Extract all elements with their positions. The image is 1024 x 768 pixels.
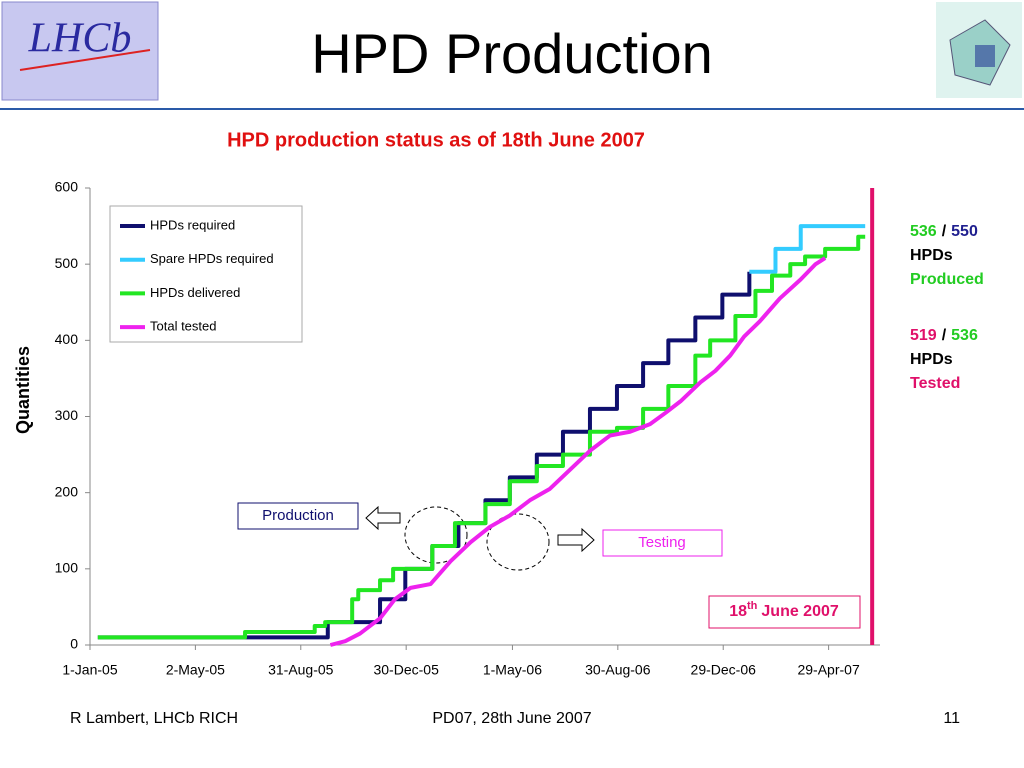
series-line <box>329 256 827 647</box>
legend: HPDs required Spare HPDs required HPDs del… <box>109 205 303 343</box>
footer-right: 11 <box>943 710 960 727</box>
footer-left: R Lambert, LHCb RICH <box>70 710 238 727</box>
slide-title: HPD Production <box>311 22 713 85</box>
legend-label: HPDs required <box>150 217 235 232</box>
y-tick-label: 400 <box>55 331 79 347</box>
annotation: Production <box>262 507 334 524</box>
annotation: Testing <box>638 534 686 551</box>
y-tick-label: 600 <box>55 179 79 195</box>
series-line <box>97 271 752 640</box>
status-part: 550 <box>951 223 978 240</box>
series-line <box>749 224 866 274</box>
chart-title: HPD production status as of 18th June 20… <box>227 129 645 151</box>
y-tick-label: 100 <box>55 560 79 576</box>
x-tick-label: 30-Dec-05 <box>373 662 439 678</box>
y-tick-label: 200 <box>55 483 79 499</box>
status-line: 519 /536 <box>910 327 978 344</box>
x-tick-label: 30-Aug-06 <box>585 662 651 678</box>
status-part: HPDs <box>910 351 953 368</box>
logo-swoosh <box>19 49 151 71</box>
marker-label: 18th June 2007 <box>729 600 839 620</box>
status-part: 536 <box>951 327 978 344</box>
status-part: 536 <box>910 223 937 240</box>
y-tick-label: 0 <box>70 636 78 652</box>
series-line <box>97 234 866 640</box>
marker-day: 18 <box>729 603 747 620</box>
highlight-ellipse <box>404 506 468 564</box>
x-tick-label: 29-Dec-06 <box>691 662 757 678</box>
marker-suffix: th <box>747 600 758 612</box>
marker-rest: June 2007 <box>761 603 838 620</box>
footer-center: PD07, 28th June 2007 <box>432 710 591 727</box>
x-tick-label: 1-May-06 <box>483 662 542 678</box>
logo-left: LHCb <box>1 1 159 101</box>
legend-label: HPDs delivered <box>150 285 240 300</box>
logo-text: LHCb <box>28 16 132 62</box>
marker-box <box>708 595 861 629</box>
status-part: HPDs <box>910 247 953 264</box>
arrow-right <box>557 527 595 553</box>
x-tick-label: 2-May-05 <box>166 662 225 678</box>
logo-right <box>936 2 1022 98</box>
x-tick-label: 1-Jan-05 <box>62 662 117 678</box>
logo-shape <box>975 45 995 67</box>
legend-label: Total tested <box>150 319 217 334</box>
y-axis-label: Quantities <box>13 346 33 434</box>
status-part: / <box>942 327 947 344</box>
status-part: / <box>942 223 947 240</box>
status-line: HPDs <box>910 247 953 264</box>
y-tick-label: 300 <box>55 407 79 423</box>
status-line: Tested <box>910 375 960 392</box>
annotation-box <box>237 502 359 530</box>
logo-frame <box>1 1 159 101</box>
status-line: Produced <box>910 271 984 288</box>
status-line: HPDs <box>910 351 953 368</box>
annotation-box <box>602 529 723 557</box>
status-part: Produced <box>910 271 984 288</box>
status-part: Tested <box>910 375 960 392</box>
y-tick-label: 500 <box>55 255 79 271</box>
arrow-left <box>365 505 401 531</box>
legend-label: Spare HPDs required <box>150 251 274 266</box>
status-part: 519 <box>910 327 937 344</box>
x-tick-label: 31-Aug-05 <box>268 662 334 678</box>
legend-box <box>109 205 303 343</box>
status-line: 536 /550 <box>910 223 978 240</box>
x-tick-label: 29-Apr-07 <box>797 662 859 678</box>
highlight-ellipse <box>486 513 550 571</box>
